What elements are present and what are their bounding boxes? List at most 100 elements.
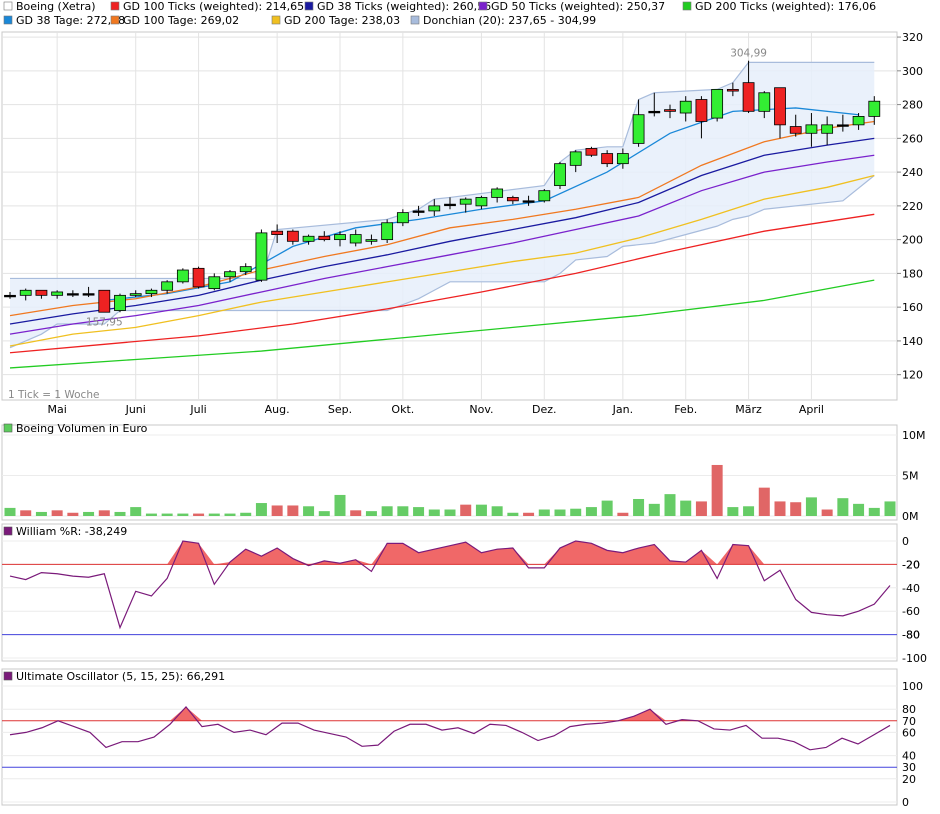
moving-average-line xyxy=(9,154,875,335)
month-tick-label: Aug. xyxy=(265,403,290,416)
month-tick-label: Juni xyxy=(125,403,146,416)
donchian-upper xyxy=(10,61,875,280)
volume-bar xyxy=(695,501,707,516)
williams-r-tick-label: -20 xyxy=(902,558,920,571)
volume-bar xyxy=(208,513,220,516)
month-tick-label: Okt. xyxy=(391,403,414,416)
month-tick-label: Dez. xyxy=(532,403,557,416)
volume-bar xyxy=(837,498,849,516)
volume-bar xyxy=(365,511,377,516)
volume-bar xyxy=(20,510,32,516)
candle-body xyxy=(711,88,724,119)
volume-bar xyxy=(868,507,880,516)
legend-swatch xyxy=(3,15,13,25)
candle-body xyxy=(522,200,535,203)
tick-footnote: 1 Tick = 1 Woche xyxy=(8,389,99,401)
ultimate-oscillator-tick-label: 0 xyxy=(902,796,909,809)
williams-r-tick-label: -60 xyxy=(902,605,920,618)
candle-body xyxy=(255,232,268,281)
candle-body xyxy=(98,289,111,313)
volume-bar xyxy=(4,507,16,516)
volume-tick-label: 10M xyxy=(902,429,926,442)
price-annotation: 157,95 xyxy=(86,317,123,329)
candle-body xyxy=(365,239,378,242)
moving-average-line xyxy=(9,137,875,325)
ultimate-oscillator-legend-swatch xyxy=(3,671,13,681)
panel-frame xyxy=(1,523,898,662)
legend-label: Boeing (Xetra) xyxy=(16,0,96,13)
month-tick-label: Sep. xyxy=(328,403,352,416)
williams-r-tick-label: -40 xyxy=(902,582,920,595)
ultimate-oscillator-level-label: 70 xyxy=(902,715,916,728)
ultimate-oscillator-tick-label: 60 xyxy=(902,726,916,739)
ultimate-oscillator-tick-label: 80 xyxy=(902,703,916,716)
candle-body xyxy=(679,100,692,114)
volume-bar xyxy=(114,511,126,516)
candle-body xyxy=(475,197,488,207)
candle-body xyxy=(82,293,95,296)
candle-body xyxy=(789,126,802,134)
volume-bar xyxy=(617,512,629,516)
volume-bar xyxy=(35,511,47,516)
volume-bar xyxy=(177,513,189,516)
williams-r-title: William %R: -38,249 xyxy=(16,525,127,538)
candle-body xyxy=(129,293,142,296)
legend-swatch xyxy=(110,15,120,25)
price-tick-label: 180 xyxy=(902,267,923,280)
williams-r-overbought-fill xyxy=(10,541,890,565)
panel-frame xyxy=(1,668,898,806)
candle-body xyxy=(51,291,64,296)
volume-bar xyxy=(397,506,409,516)
candle-body xyxy=(836,124,849,127)
volume-bar xyxy=(664,494,676,516)
candle-body xyxy=(805,124,818,134)
candle-body xyxy=(35,289,48,296)
candle-body xyxy=(192,267,205,288)
legend-label: GD 100 Tage: 269,02 xyxy=(123,14,239,27)
williams-r-tick-label: -80 xyxy=(902,629,920,642)
candle-body xyxy=(224,271,236,278)
volume-bar xyxy=(680,500,692,516)
legend-swatch xyxy=(3,1,13,11)
candle-body xyxy=(664,109,676,112)
candle-body xyxy=(648,110,661,114)
volume-bar xyxy=(318,511,330,516)
candle-body xyxy=(758,92,771,112)
volume-bar xyxy=(475,504,487,516)
month-tick-label: Juli xyxy=(189,403,206,416)
candle-body xyxy=(491,188,504,198)
candle-body xyxy=(538,190,551,202)
volume-bar xyxy=(538,509,550,516)
moving-average-line xyxy=(9,213,875,354)
volume-tick-label: 0M xyxy=(902,510,919,523)
volume-bar xyxy=(491,506,503,516)
candle-body xyxy=(334,234,346,241)
candle-body xyxy=(742,82,755,112)
price-tick-label: 300 xyxy=(902,65,923,78)
legend-swatch xyxy=(410,15,420,25)
volume-bar xyxy=(790,502,802,516)
candle-body xyxy=(271,230,284,235)
williams-r-tick-label: 0 xyxy=(902,535,909,548)
volume-bar xyxy=(303,506,315,516)
month-tick-label: Nov. xyxy=(469,403,493,416)
williams-r-level-label: -80 xyxy=(902,629,920,642)
volume-bar xyxy=(271,505,283,516)
candle-body xyxy=(569,151,582,166)
panel-frame xyxy=(1,424,898,521)
volume-bar xyxy=(648,503,660,516)
month-tick-label: Feb. xyxy=(674,403,697,416)
ultimate-oscillator-tick-label: 100 xyxy=(902,680,923,693)
williams-r-tick-label: -100 xyxy=(902,652,927,665)
candle-body xyxy=(176,269,189,283)
moving-average-line xyxy=(9,120,875,317)
volume-bar xyxy=(428,509,440,516)
candle-body xyxy=(616,153,629,165)
candle-body xyxy=(396,212,409,224)
volume-bar xyxy=(633,498,645,516)
donchian-fill xyxy=(10,62,875,348)
volume-bar xyxy=(507,512,519,516)
volume-bar xyxy=(601,500,613,516)
volume-bar xyxy=(727,507,739,516)
candle-body xyxy=(381,222,394,241)
